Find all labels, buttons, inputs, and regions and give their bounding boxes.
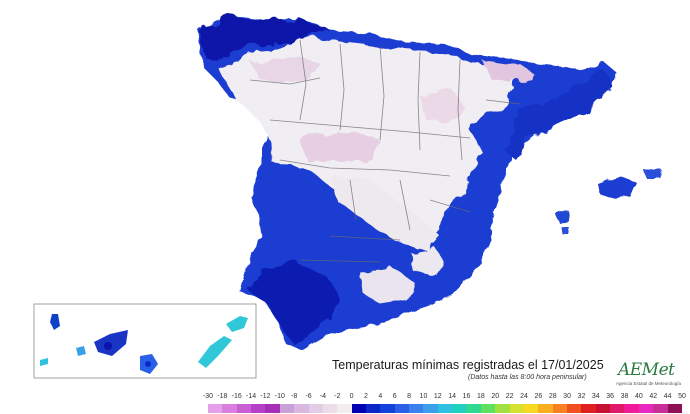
scale-swatch [294,404,309,413]
mild-south-tongue [330,176,440,250]
scale-tick-label: -30 [202,393,214,400]
scale-swatch [337,404,352,413]
scale-swatch [351,404,366,413]
scale-swatch [480,404,496,413]
scale-tick-label: 22 [505,393,514,400]
scale-tick-label: -10 [274,393,285,400]
scale-swatch [409,404,424,413]
scale-tick-label: 36 [606,393,615,400]
scale-tick-label: -12 [260,393,271,400]
scale-swatch [222,404,237,413]
scale-swatch [208,404,223,413]
map-title: Temperaturas mínimas registradas el 17/0… [332,358,604,372]
scale-tick-label: 20 [491,393,500,400]
scale-tick-label: 12 [433,393,442,400]
el-hierro [40,358,48,366]
scale-swatch [653,404,668,413]
scale-swatch [265,404,280,413]
province-borders [249,39,521,263]
scale-swatch [495,404,510,413]
mallorca [598,176,636,198]
frost-patch-pyrenees [480,58,534,84]
scale-swatches [208,404,682,413]
scale-tick-label: 28 [548,393,557,400]
scale-swatch [610,404,625,413]
balearic-islands [556,170,662,234]
scale-swatch [251,404,266,413]
scale-swatch [380,404,395,413]
scale-tick-label: 18 [477,393,485,400]
scale-tick-label: 2 [364,393,368,400]
frost-patch-center [300,130,380,164]
logo-wordmark: AEMet [618,360,675,380]
map-subtitle: (Datos hasta las 8:00 hora peninsular) [468,374,587,381]
formentera [562,228,570,234]
teide [104,342,112,350]
ibiza [556,210,570,224]
scale-swatch [552,404,567,413]
scale-swatch [279,404,295,413]
scale-tick-label: 8 [407,393,412,400]
deep-cold-southwest [250,262,340,346]
scale-tick-label: 32 [577,393,586,400]
mild-spots-baetic [360,268,414,304]
mild-spot-segura [410,248,446,276]
scale-swatch [509,404,524,413]
gran-canaria-center [145,361,151,367]
scale-tick-label: 38 [620,393,629,400]
scale-swatch [523,404,539,413]
scale-swatch [581,404,596,413]
la-gomera [76,346,86,356]
fuerteventura [198,336,232,368]
scale-swatch [394,404,410,413]
scale-swatch [624,404,639,413]
scale-swatch [566,404,582,413]
peninsula [198,16,616,350]
canary-inset [33,303,257,379]
scale-tick-label: 30 [563,393,571,400]
scale-tick-label: -16 [231,393,242,400]
scale-tick-label: 44 [663,393,672,400]
scale-swatch [667,404,682,413]
scale-tick-label: 10 [419,393,428,400]
scale-tick-label: 14 [448,393,457,400]
scale-tick-label: 50 [678,393,686,400]
lanzarote [226,316,248,332]
deep-cold-east [504,70,612,160]
scale-swatch [638,404,654,413]
scale-swatch [437,404,453,413]
scale-tick-label: 24 [520,393,528,400]
frost-patch-iberic [420,90,466,122]
scale-tick-label: 34 [591,393,600,400]
scale-tick-label: 4 [378,393,383,400]
scale-swatch [595,404,611,413]
scale-swatch [308,404,323,413]
menorca [644,170,662,178]
scale-tick-label: -18 [217,393,228,400]
scale-tick-label: -6 [305,393,312,400]
scale-tick-label: 40 [635,393,643,400]
scale-swatch [423,404,438,413]
scale-tick-label: 0 [349,393,354,400]
scale-swatch [452,404,467,413]
scale-swatch [365,404,381,413]
logo-subtitle: Agencia Estatal de Meteorología [616,381,682,386]
scale-swatch [236,404,252,413]
scale-tick-label: 6 [392,393,397,400]
scale-tick-label: -8 [291,393,298,400]
scale-tick-label: -2 [334,393,341,400]
deep-cold-north [198,16,330,60]
scale-tick-label: -14 [246,393,257,400]
scale-tick-label: 42 [649,393,658,400]
scale-tick-label: 16 [462,393,471,400]
scale-swatch [538,404,553,413]
scale-tick-label: -4 [319,393,327,400]
scale-swatch [466,404,481,413]
scale-swatch [322,404,338,413]
scale-tick-label: 26 [534,393,543,400]
tenerife [94,330,128,356]
color-scale: -30 -18 -16 -14 -12 -10 -8 -6 -4 -2 0 2 4 6 8 10 12 14 16 1… [203,393,688,414]
la-palma [50,314,60,330]
